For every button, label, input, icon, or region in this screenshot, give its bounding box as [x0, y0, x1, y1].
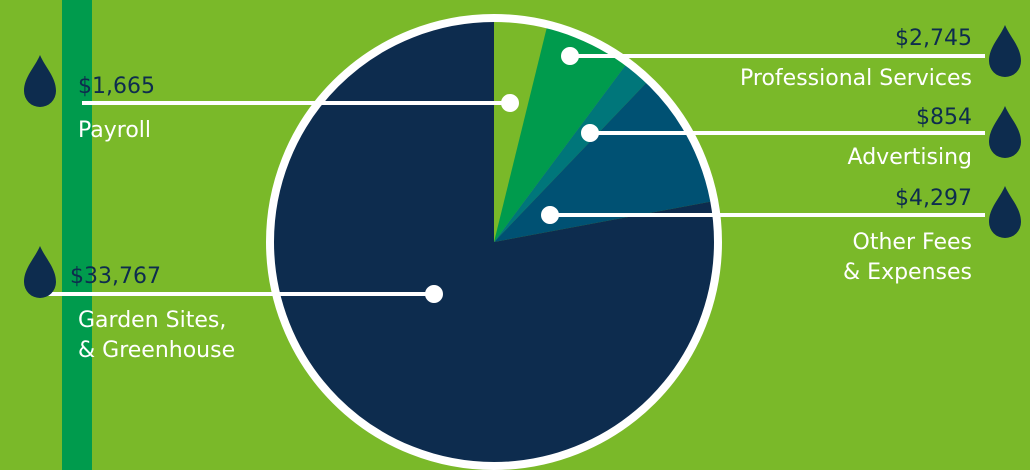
label-name-other-line1: Other Fees	[853, 230, 972, 255]
water-drop-icon	[24, 246, 56, 298]
leader-lines	[40, 47, 985, 303]
label-name-prof: Professional Services	[740, 66, 972, 91]
leader-dot-prof	[561, 47, 579, 65]
drop-icons	[24, 25, 1021, 298]
pie-slice-3	[494, 80, 715, 242]
pie-slice-2	[494, 62, 649, 243]
pie-chart	[266, 14, 722, 470]
label-name-garden-line1: Garden Sites,	[78, 308, 226, 333]
label-amount-garden: $33,767	[70, 264, 161, 289]
pie-slice-0	[494, 18, 548, 242]
water-drop-icon	[989, 106, 1021, 158]
vertical-bar	[62, 0, 92, 470]
label-name-garden-line2: & Greenhouse	[78, 338, 235, 363]
label-name-payroll: Payroll	[78, 118, 151, 143]
label-amount-prof: $2,745	[895, 26, 972, 51]
pie-slice-4	[270, 18, 718, 466]
leader-dot-garden	[425, 285, 443, 303]
label-name-adv: Advertising	[848, 145, 972, 170]
label-amount-adv: $854	[916, 105, 972, 130]
leader-dot-adv	[581, 124, 599, 142]
leader-dot-other	[541, 206, 559, 224]
pie-slice-1	[494, 24, 628, 242]
water-drop-icon	[989, 25, 1021, 77]
water-drop-icon	[989, 186, 1021, 238]
pie-outline-ring	[266, 14, 722, 470]
water-drop-icon	[24, 55, 56, 107]
leader-dot-payroll	[501, 94, 519, 112]
label-name-other-line2: & Expenses	[843, 260, 972, 285]
label-amount-other: $4,297	[895, 186, 972, 211]
label-amount-payroll: $1,665	[78, 74, 155, 99]
